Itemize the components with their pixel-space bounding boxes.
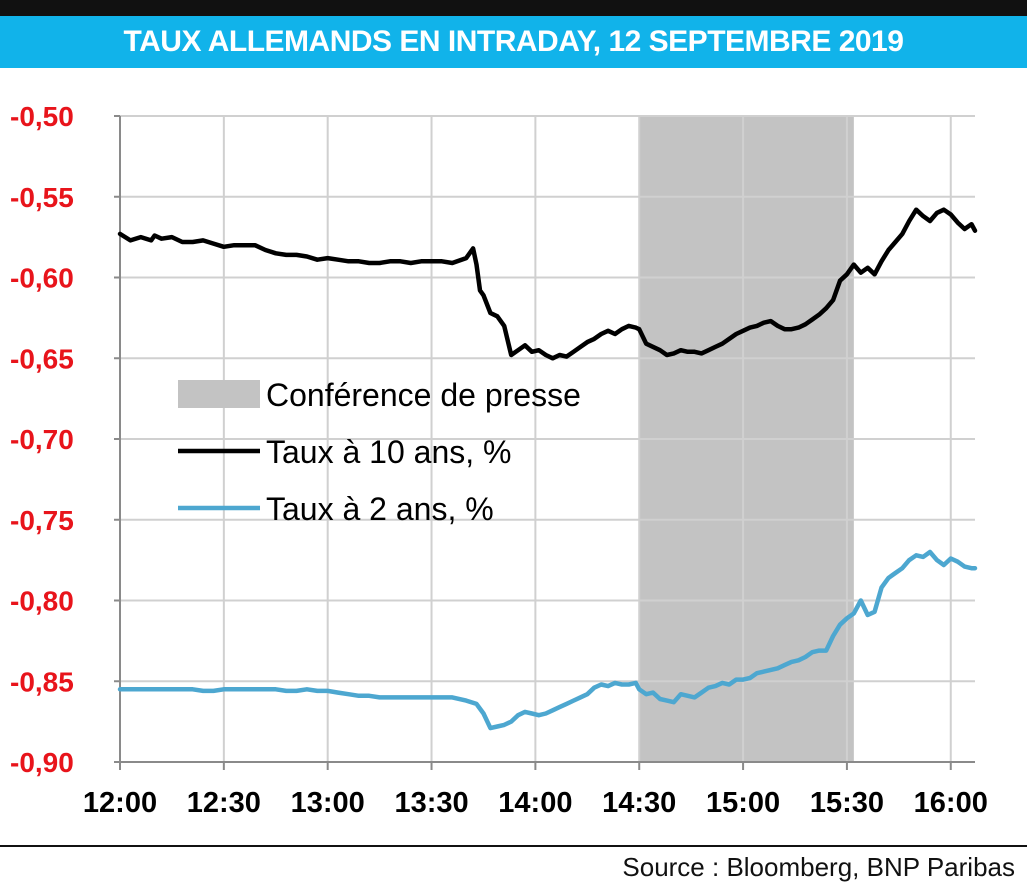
y-tick-label: -0,65 <box>10 343 74 374</box>
x-tick-label: 15:00 <box>706 787 780 819</box>
y-tick-label: -0,55 <box>10 182 74 213</box>
grid-layer <box>119 115 975 763</box>
x-tick-label: 16:00 <box>914 787 988 819</box>
y-tick-label: -0,85 <box>10 666 74 697</box>
x-tick-label: 13:00 <box>291 787 365 819</box>
y-tick-label: -0,70 <box>10 424 74 455</box>
series-line-10y <box>117 207 978 361</box>
y-tick-label: -0,60 <box>10 263 74 294</box>
y-tick-label: -0,80 <box>10 586 74 617</box>
source-note: Source : Bloomberg, BNP Paribas <box>622 852 1015 882</box>
tick-label-layer: -0,50 -0,55 -0,60 -0,65 -0,70 -0,75 -0,80 -0,85… <box>10 101 988 819</box>
y-tick-label: -0,90 <box>10 747 74 778</box>
x-tick-label: 15:30 <box>810 787 884 819</box>
x-tick-label: 14:30 <box>602 787 676 819</box>
x-tick-label: 12:00 <box>83 787 157 819</box>
series-line-2y <box>117 549 978 731</box>
axis-layer <box>114 115 975 770</box>
x-tick-label: 14:00 <box>498 787 572 819</box>
top-rule <box>0 0 1027 16</box>
legend-swatch-band <box>178 380 260 408</box>
legend-label-series: Taux à 10 ans, % <box>266 434 511 470</box>
legend: Conférence de presse Taux à 10 ans, % Taux… <box>178 377 581 527</box>
legend-label-series: Taux à 2 ans, % <box>266 491 494 527</box>
bottom-rule <box>0 845 1027 847</box>
y-tick-label: -0,50 <box>10 101 74 132</box>
legend-label-band: Conférence de presse <box>266 377 581 413</box>
y-tick-label: -0,75 <box>10 505 74 536</box>
chart-plot: -0,50 -0,55 -0,60 -0,65 -0,70 -0,75 -0,80 -0,85… <box>10 101 988 819</box>
x-tick-label: 12:30 <box>187 787 261 819</box>
series-layer <box>117 207 978 731</box>
x-tick-label: 13:30 <box>394 787 468 819</box>
chart-title: TAUX ALLEMANDS EN INTRADAY, 12 SEPTEMBRE… <box>0 16 1027 68</box>
